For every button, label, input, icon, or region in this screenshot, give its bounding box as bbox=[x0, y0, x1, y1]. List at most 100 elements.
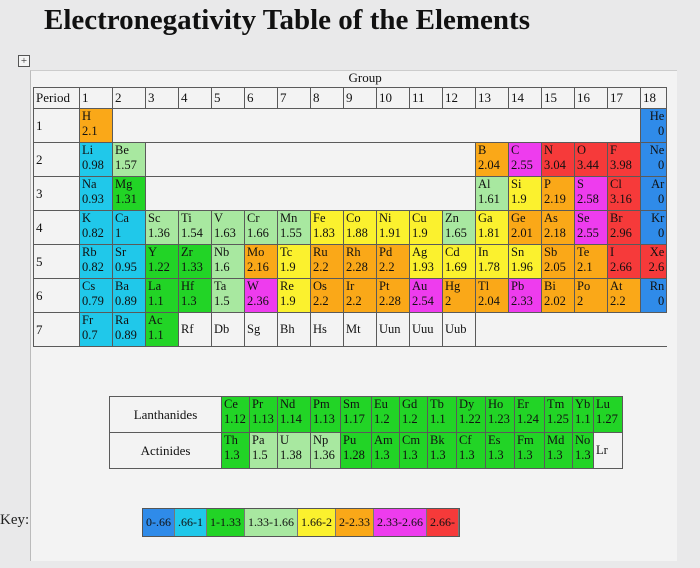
electronegativity-value: 1.83 bbox=[313, 226, 335, 240]
legend-swatch-2: .66-1 bbox=[175, 509, 207, 536]
element-symbol: Bh bbox=[280, 322, 295, 336]
electronegativity-value: 2.04 bbox=[478, 294, 500, 308]
electronegativity-value: 1.1 bbox=[148, 294, 164, 308]
legend-swatch-8: 2.66- bbox=[427, 509, 459, 536]
electronegativity-value: 1.3 bbox=[517, 448, 533, 462]
electronegativity-value: 1.65 bbox=[445, 226, 467, 240]
element-symbol: Ni bbox=[379, 211, 392, 226]
electronegativity-value: 1.55 bbox=[280, 226, 302, 240]
element-cell-uub: Uub bbox=[442, 312, 476, 347]
periodic-table: Group Period 1 2 3 4 5 6 7 8 9 10 11 12 13 14 15 16 17 18 1 H… bbox=[33, 71, 668, 347]
electronegativity-value: 1.28 bbox=[343, 448, 365, 462]
empty-cell bbox=[211, 142, 245, 177]
electronegativity-value: 0 bbox=[658, 294, 665, 308]
electronegativity-value: 1.3 bbox=[224, 448, 240, 462]
electronegativity-value: 2.33 bbox=[511, 294, 533, 308]
electronegativity-value: 1.3 bbox=[488, 448, 504, 462]
element-symbol: Cr bbox=[247, 211, 260, 226]
electronegativity-value: 1.66 bbox=[247, 226, 269, 240]
electronegativity-value: 1.61 bbox=[478, 192, 500, 206]
element-symbol: Hf bbox=[181, 279, 195, 294]
element-symbol: Zr bbox=[181, 245, 193, 260]
element-symbol: Lr bbox=[596, 443, 608, 457]
electronegativity-value: 0.7 bbox=[82, 328, 98, 342]
electronegativity-value: 2.55 bbox=[577, 226, 599, 240]
period-number-3: 3 bbox=[33, 176, 80, 211]
group-number-17: 17 bbox=[607, 87, 641, 109]
element-symbol: Nb bbox=[214, 245, 230, 260]
element-symbol: Ge bbox=[511, 211, 526, 226]
electronegativity-value: 2.01 bbox=[511, 226, 533, 240]
element-cell-np: Np 1.36 bbox=[310, 432, 341, 469]
table-move-handle-icon[interactable]: + bbox=[18, 55, 30, 67]
electronegativity-value: 1.23 bbox=[488, 412, 510, 426]
element-symbol: Au bbox=[412, 279, 428, 294]
element-cell-cs: Cs 0.79 bbox=[79, 278, 113, 313]
group-number-10: 10 bbox=[376, 87, 410, 109]
element-cell-cr: Cr 1.66 bbox=[244, 210, 278, 245]
page-title: Electronegativity Table of the Elements bbox=[44, 4, 530, 36]
electronegativity-value: 1.2 bbox=[402, 412, 418, 426]
element-cell-p: P 2.19 bbox=[541, 176, 575, 211]
electronegativity-value: 2 bbox=[445, 294, 452, 308]
electronegativity-value: 1.13 bbox=[252, 412, 274, 426]
period-number-6: 6 bbox=[33, 278, 80, 313]
element-symbol: Sm bbox=[343, 397, 360, 412]
element-cell-h: H 2.1 bbox=[79, 108, 113, 143]
legend-swatch-3: 1-1.33 bbox=[207, 509, 245, 536]
empty-cell bbox=[376, 108, 410, 143]
element-symbol: Nd bbox=[280, 397, 296, 412]
element-cell-na: Na 0.93 bbox=[79, 176, 113, 211]
element-cell-lu: Lu 1.27 bbox=[593, 396, 623, 433]
electronegativity-value: 2.16 bbox=[247, 260, 269, 274]
group-number-11: 11 bbox=[409, 87, 443, 109]
element-cell-kr: Kr 0 bbox=[639, 210, 668, 245]
f-block-table: Lanthanides Ce 1.12 Pr 1.13 Nd 1.14 Pm 1.13 Sm 1.1… bbox=[109, 396, 623, 469]
electronegativity-value: 1.3 bbox=[430, 448, 446, 462]
empty-cell bbox=[574, 312, 608, 347]
element-symbol: Re bbox=[280, 279, 294, 294]
element-cell-k: K 0.82 bbox=[79, 210, 113, 245]
group-number-3: 3 bbox=[145, 87, 179, 109]
element-symbol: Pu bbox=[343, 433, 357, 448]
electronegativity-value: 1.22 bbox=[148, 260, 170, 274]
element-cell-zr: Zr 1.33 bbox=[178, 244, 212, 279]
element-cell-b: B 2.04 bbox=[475, 142, 509, 177]
element-symbol: Kr bbox=[651, 211, 665, 226]
group-number-14: 14 bbox=[508, 87, 542, 109]
empty-cell bbox=[310, 108, 344, 143]
element-cell-n: N 3.04 bbox=[541, 142, 575, 177]
empty-cell bbox=[508, 312, 542, 347]
element-cell-la: La 1.1 bbox=[145, 278, 179, 313]
element-symbol: Sc bbox=[148, 211, 161, 226]
electronegativity-value: 1.36 bbox=[313, 448, 335, 462]
element-symbol: Bi bbox=[544, 279, 556, 294]
element-symbol: Zn bbox=[445, 211, 459, 226]
element-symbol: Fm bbox=[517, 433, 534, 448]
element-symbol: S bbox=[577, 177, 584, 192]
electronegativity-value: 0.82 bbox=[82, 226, 104, 240]
element-cell-bk: Bk 1.3 bbox=[427, 432, 457, 469]
element-cell-ta: Ta 1.5 bbox=[211, 278, 245, 313]
empty-cell bbox=[607, 312, 641, 347]
element-symbol: I bbox=[610, 245, 615, 260]
period-number-1: 1 bbox=[33, 108, 80, 143]
element-cell-co: Co 1.88 bbox=[343, 210, 377, 245]
element-cell-in: In 1.78 bbox=[475, 244, 509, 279]
group-number-18: 18 bbox=[639, 87, 668, 109]
element-cell-te: Te 2.1 bbox=[574, 244, 608, 279]
element-cell-sb: Sb 2.05 bbox=[541, 244, 575, 279]
electronegativity-value: 1.3 bbox=[575, 448, 591, 462]
element-cell-hg: Hg 2 bbox=[442, 278, 476, 313]
element-symbol: La bbox=[148, 279, 162, 294]
element-cell-mg: Mg 1.31 bbox=[112, 176, 146, 211]
element-cell-ce: Ce 1.12 bbox=[221, 396, 250, 433]
element-symbol: Fr bbox=[82, 313, 94, 328]
electronegativity-value: 1.2 bbox=[374, 412, 390, 426]
electronegativity-value: 1.3 bbox=[402, 448, 418, 462]
group-number-6: 6 bbox=[244, 87, 278, 109]
element-symbol: Sb bbox=[544, 245, 558, 260]
element-symbol: Uub bbox=[445, 322, 467, 336]
element-symbol: Er bbox=[517, 397, 529, 412]
element-cell-sc: Sc 1.36 bbox=[145, 210, 179, 245]
